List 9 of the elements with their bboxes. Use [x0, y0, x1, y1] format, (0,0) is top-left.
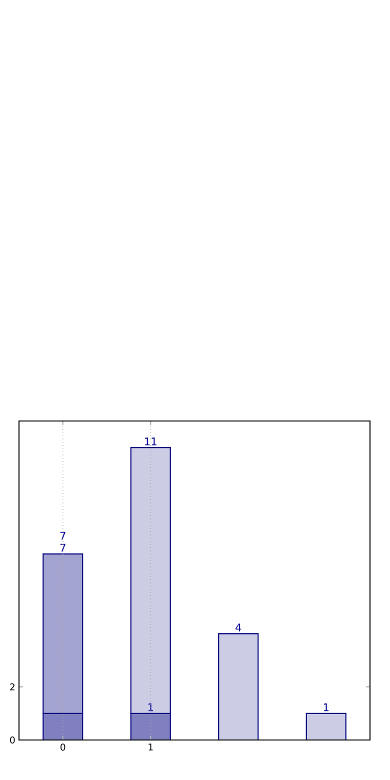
- bar: [306, 712, 346, 741]
- total-label: 11: [145, 438, 156, 446]
- total-label: 1: [324, 703, 329, 712]
- annotation: 7: [60, 532, 66, 540]
- total-label: 7: [60, 544, 66, 552]
- data-label: 1: [148, 703, 154, 712]
- y-tick-label: 2: [10, 683, 14, 690]
- bar: [218, 633, 259, 741]
- total-label: 4: [236, 624, 242, 632]
